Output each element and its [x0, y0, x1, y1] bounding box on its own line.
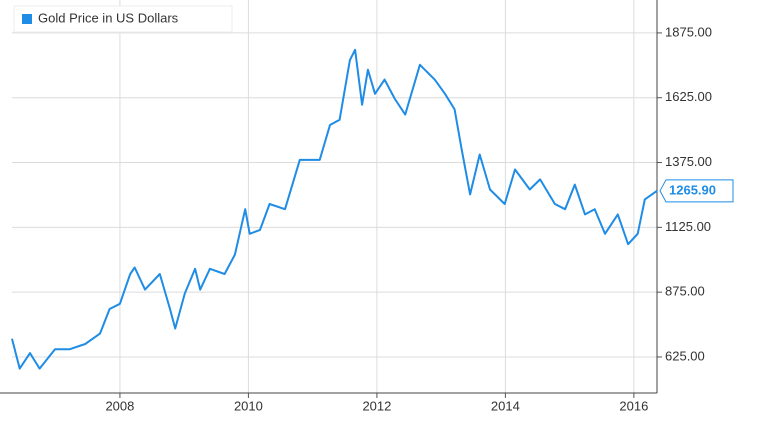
y-tick-label: 625.00: [665, 348, 705, 363]
legend-label: Gold Price in US Dollars: [38, 10, 179, 25]
x-tick-label: 2016: [619, 398, 648, 413]
annotation-box: [659, 179, 734, 203]
x-tick-label: 2010: [234, 398, 263, 413]
line: [11, 48, 658, 370]
y-tick-label: 875.00: [665, 284, 705, 299]
y-tick-label: 1875.00: [665, 24, 712, 39]
x-tick-label: 2012: [362, 398, 391, 413]
x-tick-label: 2008: [105, 398, 134, 413]
legend-box: [13, 5, 233, 33]
annotation-label: 1265.90: [669, 182, 716, 197]
y-tick-label: 1625.00: [665, 89, 712, 104]
y-tick-label: 1125.00: [665, 219, 711, 234]
y-tick-label: 1375.00: [665, 154, 712, 169]
legend-swatch: [22, 14, 32, 24]
x-tick-label: 2014: [491, 398, 520, 413]
